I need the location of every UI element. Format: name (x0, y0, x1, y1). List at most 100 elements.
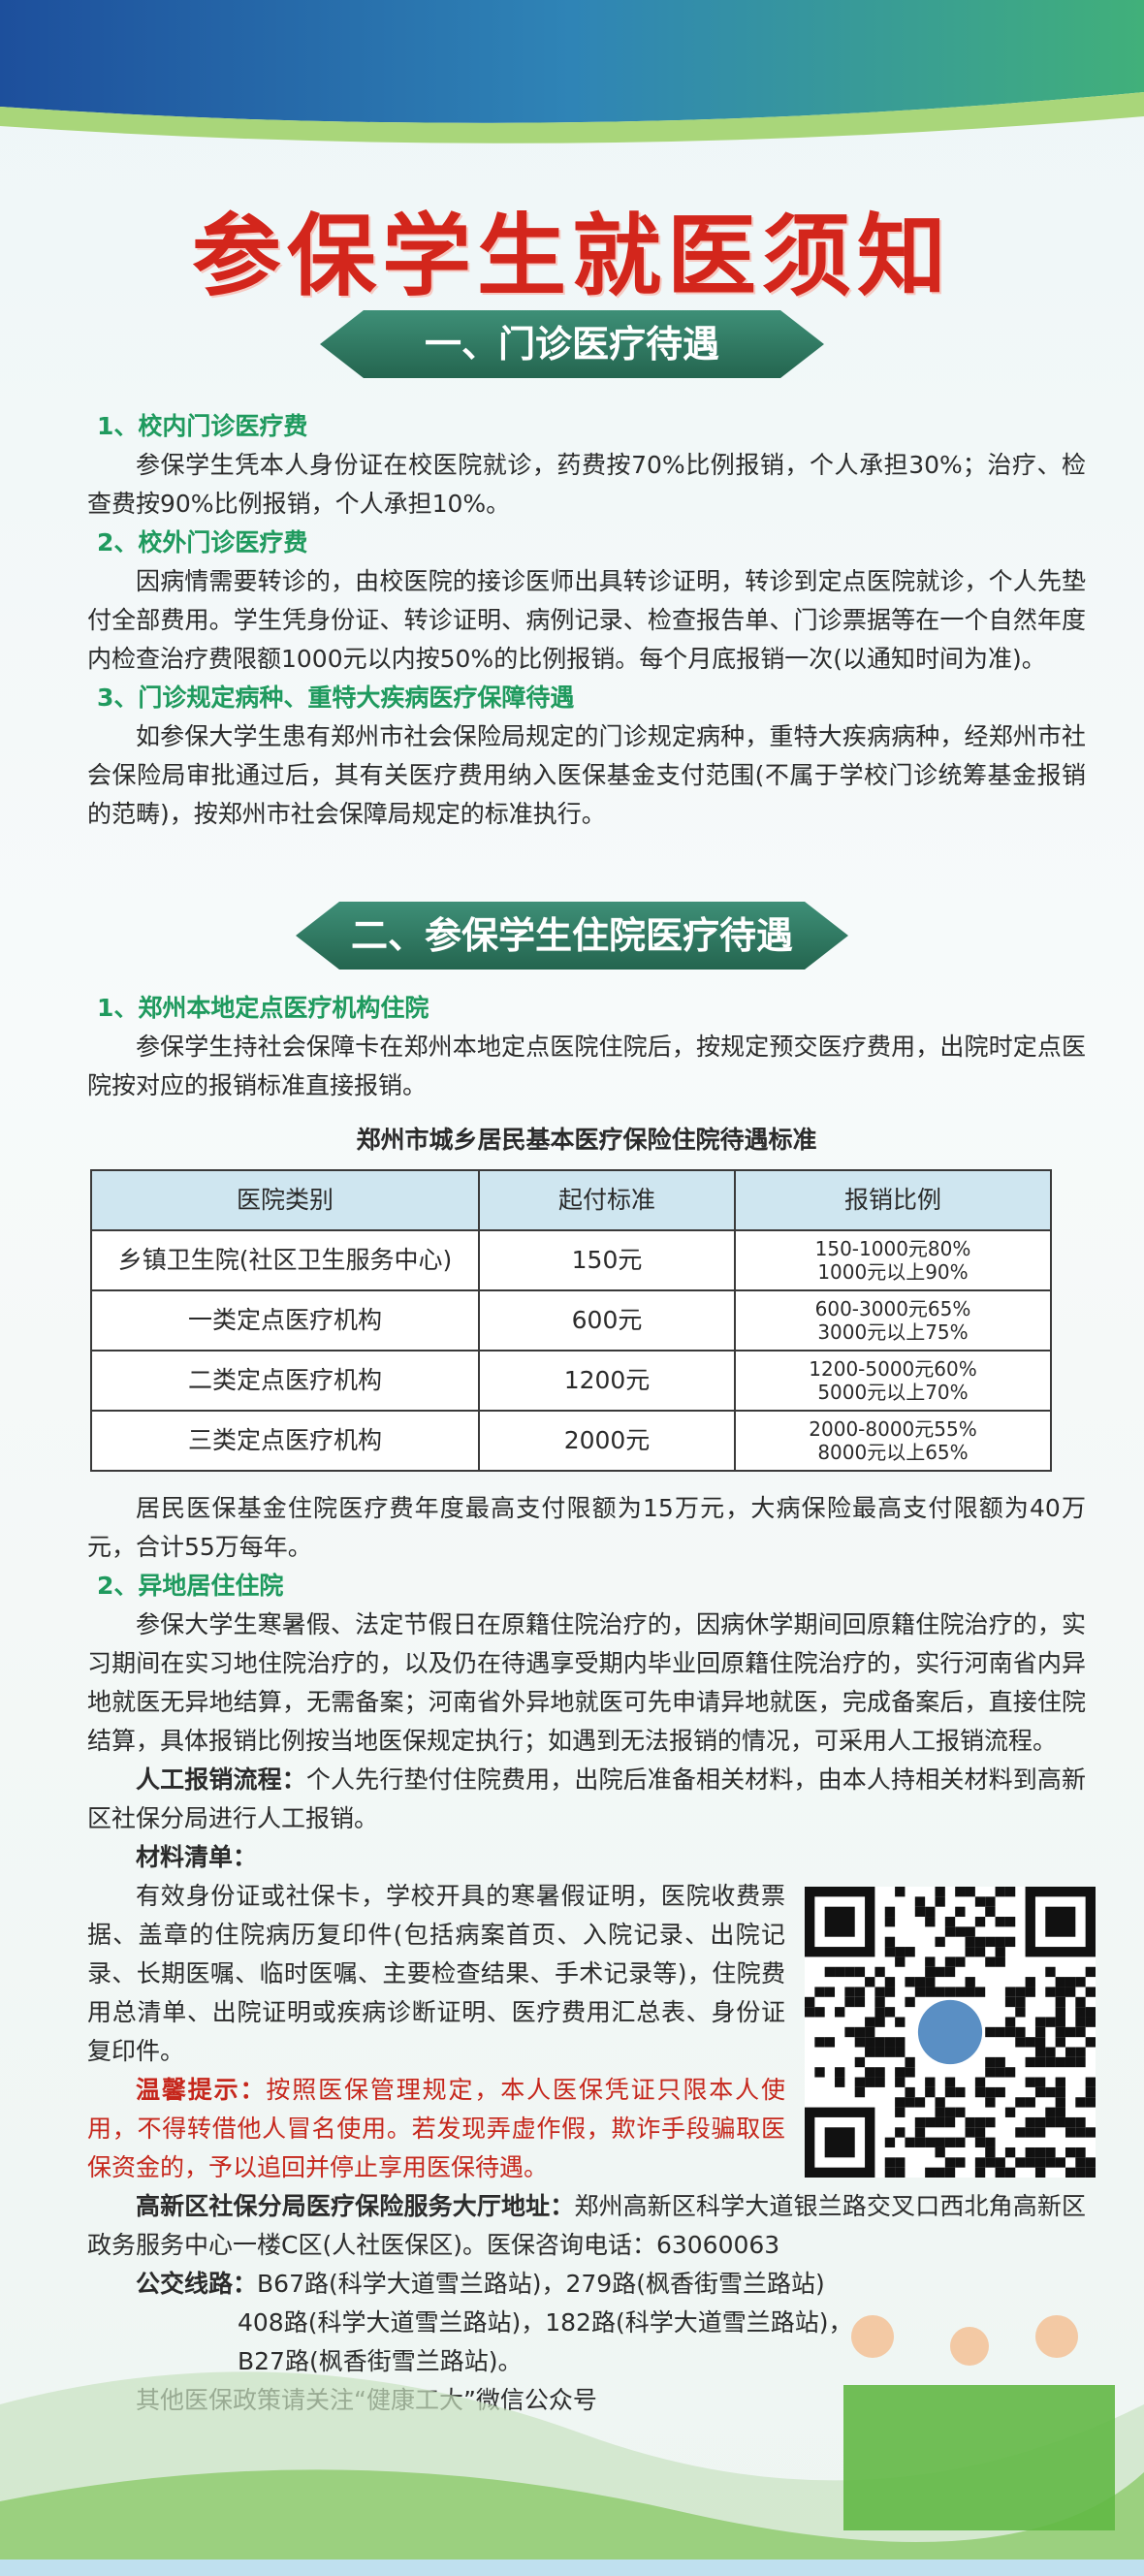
qr-module (884, 1936, 896, 1948)
table-body: 乡镇卫生院(社区卫生服务中心) 150元 150-1000元80% 1000元以上90… (90, 1229, 1052, 1472)
qr-module (985, 1906, 996, 1918)
qr-module (895, 2127, 906, 2138)
qr-module (905, 1947, 915, 1957)
qr-module (865, 2017, 875, 2027)
qr-module (1065, 1977, 1076, 1988)
qr-module (974, 2167, 986, 2178)
qr-module (1065, 2127, 1076, 2138)
qr-module (1085, 2097, 1096, 2108)
qr-module (895, 2047, 906, 2057)
qr-module (985, 2086, 996, 2098)
qr-module (895, 1956, 906, 1967)
section-body: 1、郑州本地定点医疗机构住院 参保学生持社会保障卡在郑州本地定点医院住院后，按规… (87, 989, 1096, 2420)
paragraph: 公交线路：B67路(科学大道雪兰路站)，279路(枫香街雪兰路站) (87, 2265, 1086, 2304)
paragraph: 参保学生持社会保障卡在郑州本地定点医院住院后，按规定预交医疗费用，出院时定点医院… (87, 1033, 1086, 1099)
qr-module (1075, 2157, 1086, 2168)
qr-module (1085, 2127, 1096, 2138)
subheading: 3、门诊规定病种、重特大疾病医疗保障待遇 (97, 684, 575, 712)
qr-module (844, 1987, 855, 1997)
qr-module (1075, 2007, 1086, 2018)
qr-module (1015, 2007, 1026, 2018)
qr-module (905, 2067, 915, 2078)
qr-module (985, 2097, 996, 2108)
qr-module (874, 2007, 885, 2018)
qr-module (914, 2097, 926, 2108)
qr-module (1045, 2017, 1056, 2027)
qr-module (1055, 2097, 1065, 2108)
qr-module (1055, 2107, 1065, 2117)
qr-module (1015, 2157, 1026, 2168)
cell-line: 1200-5000元60% (809, 1357, 977, 1381)
text: 按照医保管理规定，本人医保凭证只限本人使用，不得转借他人冒名使用。若发现弄虚作假… (87, 2076, 785, 2181)
table-cell: 150元 (478, 1229, 736, 1291)
qr-module (925, 2137, 936, 2147)
qr-module (884, 2167, 896, 2178)
subheading: 1、郑州本地定点医疗机构住院 (97, 994, 429, 1022)
qr-module (974, 2077, 986, 2087)
table-cell: 1200-5000元60% 5000元以上70% (734, 1350, 1052, 1412)
footer: 其他医保政策请关注“健康工大”微信公众号 (136, 2386, 597, 2414)
qr-module (944, 2086, 956, 2098)
qr-module (955, 1906, 966, 1918)
qr-module (1034, 2056, 1046, 2068)
qr-module (1055, 2056, 1065, 2068)
qr-module (1055, 2017, 1065, 2027)
cell-line: 150-1000元80% (814, 1237, 971, 1260)
qr-module (944, 1966, 956, 1978)
qr-module (1034, 2116, 1046, 2128)
qr-module (1004, 1887, 1016, 1897)
qr-module (884, 2007, 896, 2018)
qr-module (824, 1987, 836, 1997)
qr-module (985, 1896, 996, 1907)
table-row: 一类定点医疗机构 600元 600-3000元65% 3000元以上75% (90, 1289, 1052, 1352)
qr-module (1025, 2097, 1035, 2108)
qr-module (935, 2107, 945, 2117)
qr-module (1025, 1977, 1035, 1988)
qr-module (925, 1987, 936, 1997)
table-cell: 600元 (478, 1289, 736, 1352)
qr-module (965, 1977, 975, 1988)
table-cell: 乡镇卫生院(社区卫生服务中心) (90, 1229, 480, 1291)
qr-module (865, 2067, 875, 2078)
qr-module (974, 2127, 986, 2138)
qr-module (935, 1966, 945, 1978)
qr-module (974, 2086, 986, 2098)
qr-logo (917, 1999, 983, 2065)
qr-module (1025, 2127, 1035, 2138)
qr-module (914, 2127, 926, 2138)
paragraph: 参保学生凭本人身份证在校医院就诊，药费按70%比例报销，个人承担30%；治疗、检… (87, 451, 1086, 518)
qr-module (1085, 2167, 1096, 2178)
qr-module (985, 2056, 996, 2068)
qr-module (1034, 2077, 1046, 2087)
qr-module (955, 2086, 966, 2098)
qr-module (965, 1947, 975, 1957)
label: 人工报销流程： (136, 1765, 306, 1794)
qr-module (935, 2147, 945, 2158)
table-cell: 2000元 (478, 1410, 736, 1472)
qr-module (824, 1966, 836, 1978)
qr-module (844, 2026, 855, 2038)
qr-module (884, 2047, 896, 2057)
qr-module (935, 2116, 945, 2128)
qr-module (965, 1987, 975, 1997)
qr-module (1015, 1996, 1026, 2008)
poster-title: 参保学生就医须知 (191, 204, 952, 308)
section-body: 1、校内门诊医疗费 参保学生凭本人身份证在校医院就诊，药费按70%比例报销，个人… (87, 407, 1086, 834)
qr-module (955, 2107, 966, 2117)
qr-module (1075, 2147, 1086, 2158)
qr-module (1055, 1987, 1065, 1997)
qr-module (935, 2137, 945, 2147)
cell-line: 3000元以上75% (817, 1320, 969, 1344)
qr-module (1004, 2067, 1016, 2078)
qr-module (995, 1947, 1005, 1957)
qr-module (854, 1987, 866, 1997)
qr-module (805, 1996, 815, 2008)
qr-module (1025, 2116, 1035, 2128)
qr-module (995, 1917, 1005, 1927)
qr-module (1004, 1936, 1016, 1948)
qr-module (1085, 2157, 1096, 2168)
qr-module (905, 1977, 915, 1988)
cell-line: 8000元以上65% (817, 1441, 969, 1464)
qr-module (854, 2056, 866, 2068)
